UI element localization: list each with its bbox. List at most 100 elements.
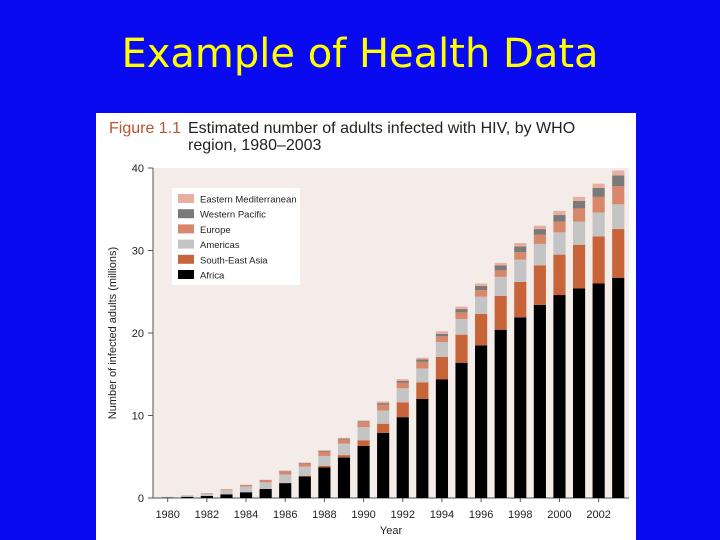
bar-segment — [220, 490, 233, 495]
bar-segment — [435, 336, 449, 343]
bar-segment — [357, 422, 370, 428]
bar-segment — [435, 379, 449, 498]
x-tick-label: 1980 — [155, 509, 179, 521]
bar-segment — [533, 225, 546, 230]
bar-segment — [416, 382, 429, 399]
bar-segment — [612, 229, 625, 278]
bar-segment — [455, 318, 468, 335]
bar-segment — [396, 379, 409, 381]
bar-segment — [592, 236, 605, 284]
bar-segment — [298, 466, 311, 476]
legend-label: Africa — [200, 271, 225, 282]
bar-segment — [239, 486, 253, 493]
bar-segment — [553, 210, 566, 216]
bar-segment — [279, 474, 292, 483]
x-tick-label: 1988 — [312, 509, 336, 521]
bar-segment — [298, 463, 311, 467]
y-tick-label: 40 — [132, 163, 144, 175]
bar-segment — [533, 229, 546, 235]
figure-caption: Estimated number of adults infected with… — [188, 120, 576, 154]
bar-segment — [181, 496, 194, 498]
legend-label: South-East Asia — [200, 255, 268, 266]
bar-segment — [455, 312, 468, 319]
bar-segment — [396, 388, 409, 403]
bar-segment — [612, 175, 625, 187]
hiv-stacked-bar-chart: 0 10 20 30 40 1980 1982 1984 1986 1988 1990 1992 199… — [107, 163, 629, 537]
y-tick-label: 10 — [132, 411, 144, 423]
bar-segment — [377, 423, 390, 433]
bar-segment — [298, 476, 311, 498]
bar-segment — [435, 331, 449, 334]
bar-segment — [514, 252, 527, 260]
bar-segment — [377, 403, 390, 405]
bar-segment — [572, 221, 586, 245]
bar-segment — [357, 421, 370, 423]
bar-segment — [396, 382, 409, 389]
x-tick-label: 1984 — [234, 509, 258, 521]
legend-swatch — [178, 209, 194, 219]
legend-swatch — [178, 254, 194, 264]
bar-segment — [239, 492, 253, 498]
x-axis-label: Year — [380, 525, 403, 537]
bar-segment — [553, 215, 566, 222]
bar-segment — [259, 488, 272, 498]
bar-segment — [553, 254, 566, 296]
y-axis-label: Number of infected adults (millions) — [107, 247, 119, 419]
bar-segment — [377, 432, 390, 498]
bar-segment — [475, 283, 488, 286]
bar-segment — [612, 170, 625, 176]
legend-label: Americas — [200, 240, 240, 251]
bar-segment — [475, 290, 488, 297]
bar-segment — [435, 333, 449, 337]
x-tick-label: 2002 — [586, 509, 610, 521]
bar-segment — [337, 438, 351, 440]
bar-segment — [533, 265, 546, 305]
bar-segment — [416, 399, 429, 498]
bar-segment — [592, 183, 605, 188]
x-tick-label: 1990 — [351, 509, 375, 521]
legend-swatch — [178, 224, 194, 234]
bar-segment — [514, 281, 527, 318]
bar-segment — [357, 420, 370, 422]
bar-segment — [357, 427, 370, 441]
bar-segment — [377, 401, 390, 404]
bar-segment — [357, 440, 370, 447]
bar-segment — [514, 243, 527, 247]
bar-segment — [279, 471, 292, 475]
bar-segment — [318, 467, 331, 498]
x-tick-label: 1994 — [430, 509, 454, 521]
x-tick-label: 1996 — [469, 509, 493, 521]
bar-segment — [592, 187, 605, 197]
bar-segment — [239, 484, 253, 487]
bar-segment — [553, 295, 566, 498]
bar-segment — [200, 495, 213, 498]
bar-segment — [396, 380, 409, 383]
bar-segment — [318, 450, 331, 451]
bar-segment — [533, 304, 546, 498]
bar-segment — [494, 329, 507, 498]
bar-segment — [416, 361, 429, 369]
bar-segment — [533, 234, 546, 244]
legend-box — [172, 188, 300, 285]
y-tick-label: 20 — [132, 328, 144, 340]
bar-segment — [455, 306, 468, 310]
legend-label: Western Pacific — [200, 210, 266, 221]
bar-segment — [592, 283, 605, 498]
legend-swatch — [178, 270, 194, 279]
bar-segment — [416, 359, 429, 362]
bar-segment — [494, 262, 507, 266]
y-tick-label: 30 — [132, 246, 144, 258]
x-tick-label: 1992 — [391, 509, 415, 521]
bar-segment — [396, 402, 409, 418]
bar-segment — [514, 259, 527, 282]
bar-segment — [455, 309, 468, 313]
bar-segment — [612, 186, 625, 205]
bar-segment — [181, 495, 194, 497]
bar-segment — [337, 457, 351, 498]
bar-segment — [377, 410, 390, 424]
legend-label: Eastern Mediterranean — [200, 195, 297, 206]
legend-swatch — [178, 239, 194, 249]
bar-segment — [337, 455, 351, 458]
bar-segment — [514, 317, 527, 498]
bar-segment — [337, 437, 351, 439]
